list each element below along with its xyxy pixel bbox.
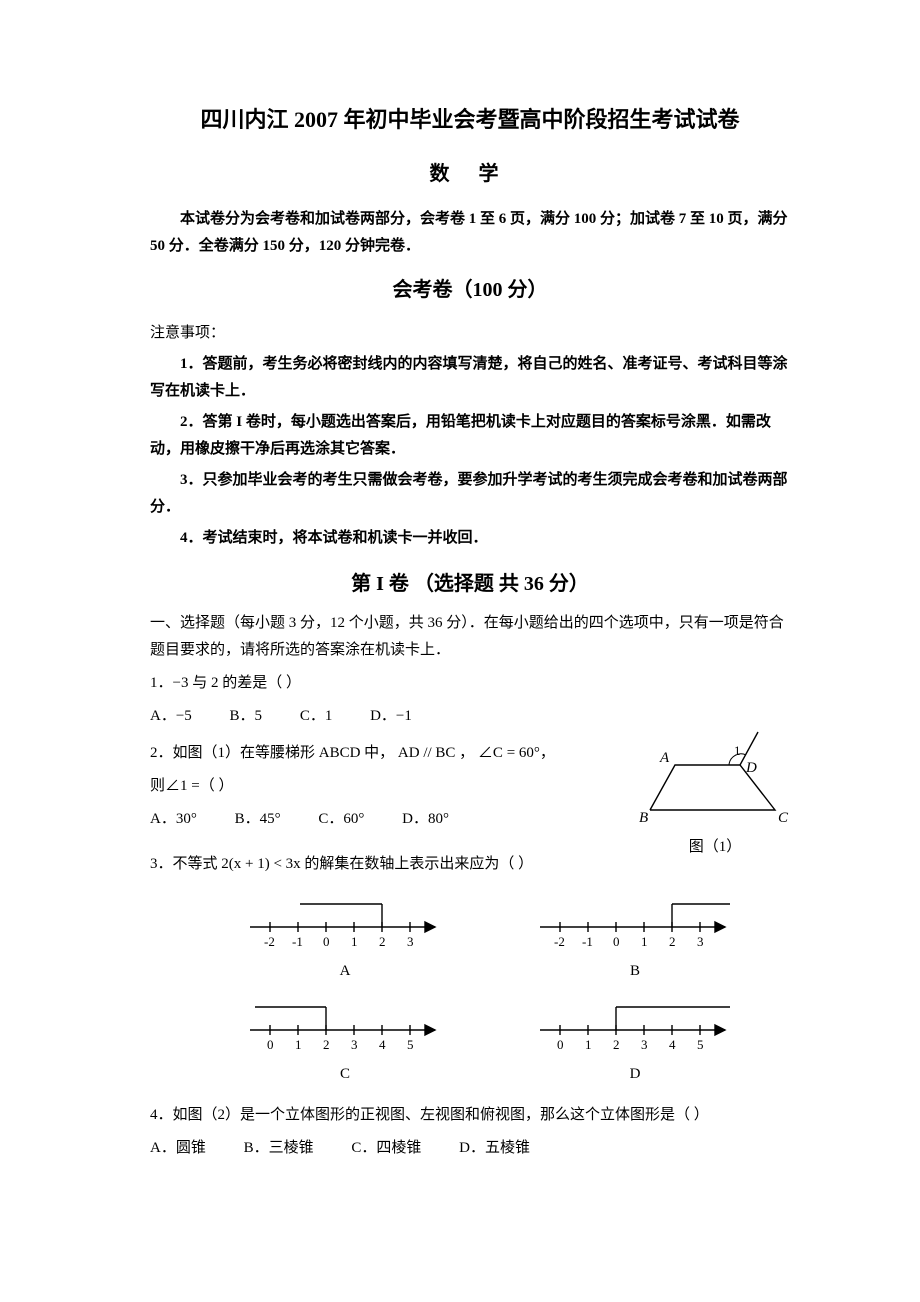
tick-label: 3 [407,934,414,949]
question-3: 3．不等式 2(x + 1) < 3x 的解集在数轴上表示出来应为（ ） [150,851,790,878]
tick-label: 3 [697,934,704,949]
tick-label: 0 [557,1037,564,1052]
tick-label: 3 [641,1037,648,1052]
question-2-wrap: A D B C 1 图（1） 2．如图（1）在等腰梯形 ABCD 中， AD /… [150,740,790,833]
tick-label: 2 [669,934,676,949]
question-2-line1: 2．如图（1）在等腰梯形 ABCD 中， AD // BC ， ∠C = 60°… [150,740,790,767]
notice-item: 4．考试结束时，将本试卷和机读卡一并收回． [150,525,790,552]
vertex-c: C [778,810,789,826]
tick-label: -2 [264,934,275,949]
numline-label-c: C [230,1061,460,1088]
numline-label-d: D [520,1061,750,1088]
tick-label: -1 [582,934,593,949]
question-4: 4．如图（2）是一个立体图形的正视图、左视图和俯视图，那么这个立体图形是（ ） [150,1102,790,1129]
tick-label: 5 [407,1037,414,1052]
numline-c: 0 1 2 3 4 5 C [230,995,460,1088]
notice-item: 3．只参加毕业会考的考生只需做会考卷，要参加升学考试的考生须完成会考卷和加试卷两… [150,467,790,521]
exam-subject: 数 学 [150,156,790,192]
part1-title: 第 I 卷 （选择题 共 36 分） [150,566,790,602]
tick-label: 2 [613,1037,620,1052]
question-1: 1．−3 与 2 的差是（ ） [150,670,790,697]
tick-label: 2 [379,934,386,949]
opt-c: C．1 [300,703,333,730]
tick-label: 0 [323,934,330,949]
tick-label: 3 [351,1037,358,1052]
exam-title: 四川内江 2007 年初中毕业会考暨高中阶段招生考试试卷 [150,100,790,140]
tick-label: -1 [292,934,303,949]
tick-label: 1 [585,1037,592,1052]
tick-label: 5 [697,1037,704,1052]
tick-label: 0 [613,934,620,949]
numline-b: -2 -1 0 1 2 3 B [520,892,750,985]
tick-label: 2 [323,1037,330,1052]
question-1-options: A．−5 B．5 C．1 D．−1 [150,703,790,730]
notice-item: 2．答第 I 卷时，每小题选出答案后，用铅笔把机读卡上对应题目的答案标号涂黑．如… [150,409,790,463]
vertex-b: B [639,810,648,826]
number-line-grid: -2 -1 0 1 2 3 A -2 -1 0 [230,892,750,1088]
opt-b: B．三棱锥 [244,1135,314,1162]
opt-c: C．60° [318,806,364,833]
opt-a: A．−5 [150,703,192,730]
numline-label-a: A [230,958,460,985]
tick-label: -2 [554,934,565,949]
opt-b: B．5 [230,703,263,730]
opt-a: A．圆锥 [150,1135,206,1162]
question-2-line2: 则∠1 =（ ） [150,773,790,800]
numline-label-b: B [520,958,750,985]
exam-intro: 本试卷分为会考卷和加试卷两部分，会考卷 1 至 6 页，满分 100 分；加试卷… [150,206,790,260]
tick-label: 1 [641,934,648,949]
numline-a: -2 -1 0 1 2 3 A [230,892,460,985]
opt-a: A．30° [150,806,197,833]
tick-label: 4 [379,1037,386,1052]
opt-d: D．80° [402,806,449,833]
opt-d: D．−1 [370,703,412,730]
exam-section-heading: 会考卷（100 分） [150,272,790,308]
tick-label: 1 [295,1037,302,1052]
opt-d: D．五棱锥 [459,1135,530,1162]
tick-label: 0 [267,1037,274,1052]
part1-desc: 一、选择题（每小题 3 分，12 个小题，共 36 分）．在每小题给出的四个选项… [150,610,790,664]
question-4-options: A．圆锥 B．三棱锥 C．四棱锥 D．五棱锥 [150,1135,790,1162]
opt-c: C．四棱锥 [351,1135,421,1162]
opt-b: B．45° [235,806,281,833]
notice-heading: 注意事项： [150,320,790,347]
tick-label: 1 [351,934,358,949]
tick-label: 4 [669,1037,676,1052]
numline-d: 0 1 2 3 4 5 D [520,995,750,1088]
notice-item: 1．答题前，考生务必将密封线内的内容填写清楚，将自己的姓名、准考证号、考试科目等… [150,351,790,405]
